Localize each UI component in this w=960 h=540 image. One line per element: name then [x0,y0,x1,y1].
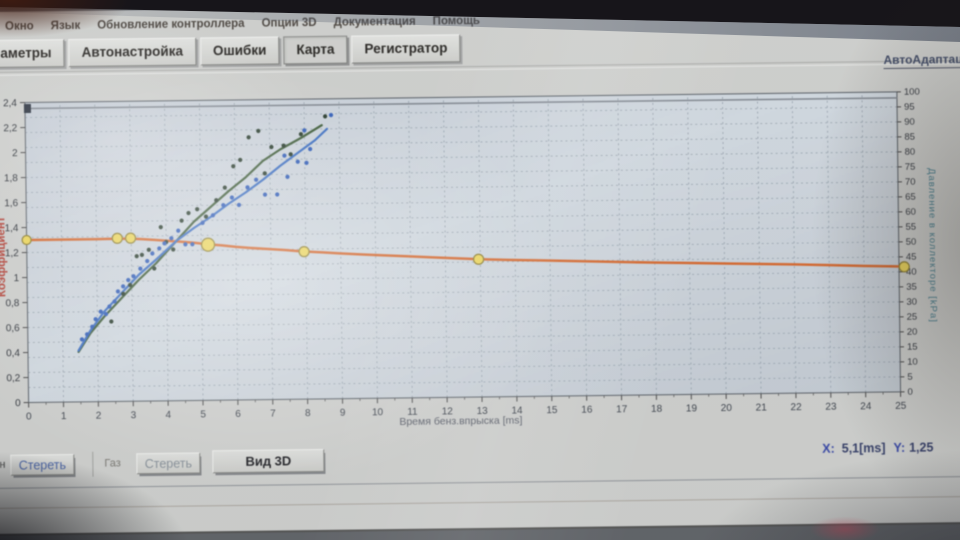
view-3d-button[interactable]: Вид 3D [212,448,325,474]
footer-separator [92,451,94,477]
svg-text:35: 35 [906,282,917,293]
svg-text:20: 20 [907,327,918,338]
window-edge-line [0,476,960,489]
svg-text:65: 65 [905,192,916,203]
svg-text:100: 100 [904,87,920,98]
svg-text:5: 5 [200,409,206,420]
svg-text:0,4: 0,4 [6,348,20,359]
menu-window[interactable]: Окно [4,20,34,33]
svg-text:2: 2 [96,411,102,422]
tab-recorder[interactable]: Регистратор [351,34,461,64]
svg-text:23: 23 [825,402,837,413]
svg-text:4: 4 [165,410,171,421]
svg-text:16: 16 [581,405,593,416]
svg-text:0: 0 [15,398,21,409]
menu-language[interactable]: Язык [50,19,81,33]
svg-text:6: 6 [235,409,241,420]
svg-text:0,6: 0,6 [6,323,20,334]
window-edge-line-2 [0,496,960,509]
svg-text:25: 25 [895,401,907,412]
cursor-y-value: 1,25 [909,440,934,455]
menu-controller-update[interactable]: Обновление контроллера [97,17,245,32]
svg-text:1: 1 [13,273,19,284]
svg-text:0,2: 0,2 [6,373,20,384]
svg-text:70: 70 [905,177,916,188]
svg-text:21: 21 [756,403,768,414]
svg-text:15: 15 [546,405,558,416]
svg-text:95: 95 [904,102,915,113]
svg-text:17: 17 [616,404,628,415]
cursor-readout: X: 5,1[ms] Y: 1,25 [822,440,933,455]
svg-text:3: 3 [131,410,137,421]
svg-text:55: 55 [905,222,916,233]
svg-text:15: 15 [907,342,918,353]
svg-text:80: 80 [905,147,916,158]
svg-text:60: 60 [905,207,916,218]
menu-options-3d[interactable]: Опции 3D [261,16,317,30]
svg-text:1: 1 [61,411,67,422]
cursor-y-label: Y: [893,440,906,455]
svg-text:0,8: 0,8 [5,298,19,309]
svg-text:5: 5 [907,372,912,383]
svg-text:19: 19 [686,403,698,414]
svg-text:75: 75 [905,162,916,173]
erase-gas-button[interactable]: Стереть [136,452,201,475]
cursor-x-label: X: [822,441,835,456]
svg-text:2,2: 2,2 [3,123,17,134]
cursor-x-value: 5,1[ms] [841,441,886,456]
svg-text:22: 22 [790,402,802,413]
gas-label: Газ [104,457,121,470]
svg-text:0: 0 [907,387,912,398]
svg-text:20: 20 [721,403,733,414]
svg-text:85: 85 [904,132,915,143]
svg-text:25: 25 [907,312,918,323]
tab-parameters[interactable]: аметры [0,39,65,69]
svg-text:9: 9 [340,408,346,419]
svg-text:0: 0 [26,411,32,422]
petrol-label-clipped: н [0,458,6,471]
tab-errors[interactable]: Ошибки [199,36,280,66]
menu-bar: Окно Язык Обновление контроллера Опции 3… [0,4,960,38]
map-chart[interactable]: 00,20,40,60,811,21,41,61,822,22,40 1 2 3 4 5 6… [0,68,956,442]
svg-text:2: 2 [12,148,18,159]
svg-text:Время бенз.впрыска [ms]: Время бенз.впрыска [ms] [399,414,522,428]
svg-text:1,6: 1,6 [4,198,18,209]
svg-text:30: 30 [906,297,917,308]
svg-text:45: 45 [906,252,917,263]
svg-text:7: 7 [270,409,276,420]
autoadaptation-link[interactable]: АвтоАдаптаци [883,51,960,70]
svg-text:10: 10 [372,407,384,418]
tab-autotune[interactable]: Автонастройка [68,37,197,68]
svg-text:18: 18 [651,404,663,415]
tab-map[interactable]: Карта [283,35,348,65]
svg-text:90: 90 [904,117,915,128]
erase-petrol-button[interactable]: Стереть [10,453,75,476]
svg-text:2,4: 2,4 [3,98,17,109]
menu-help[interactable]: Помощь [432,14,481,28]
svg-text:50: 50 [906,237,917,248]
svg-text:24: 24 [860,401,872,412]
svg-text:Давление в коллекторе [kPa]: Давление в коллекторе [kPa] [926,168,939,323]
svg-text:1,8: 1,8 [4,173,18,184]
svg-text:10: 10 [907,357,918,368]
svg-text:8: 8 [305,408,311,419]
svg-text:Коэффициент: Коэффициент [0,216,8,297]
menu-documentation[interactable]: Документация [333,15,416,29]
